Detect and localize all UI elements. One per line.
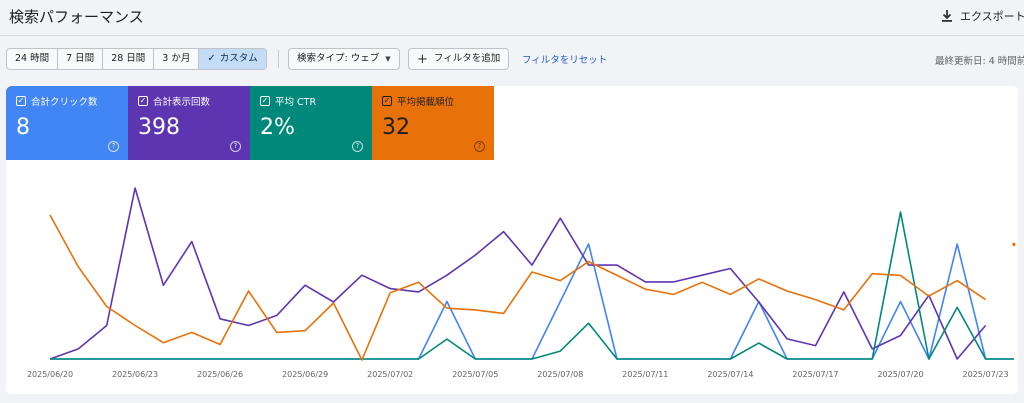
series-line-position <box>49 214 987 361</box>
metric-label: 平均 CTR <box>275 97 317 108</box>
range-custom-label: カスタム <box>219 53 258 64</box>
help-icon[interactable]: ? <box>352 141 363 152</box>
metric-label: 合計クリック数 <box>31 97 98 108</box>
search-type-label: 検索タイプ: ウェブ <box>297 53 380 64</box>
date-range-group: 24 時間 7 日間 28 日間 3 か月 ✓ カスタム <box>6 48 267 70</box>
help-icon[interactable]: ? <box>474 141 485 152</box>
page-header: 検索パフォーマンス エクスポート <box>0 0 1024 36</box>
x-axis-tick-label: 2025/07/02 <box>367 370 413 379</box>
x-axis-tick-label: 2025/06/29 <box>282 370 328 379</box>
performance-chart: 2025/06/20 2025/06/23 2025/06/26 2025/06/29… <box>27 187 1016 379</box>
range-28d-button[interactable]: 28 日間 <box>103 49 155 69</box>
x-axis-tick-label: 2025/06/26 <box>197 370 243 379</box>
metric-label: 平均掲載順位 <box>397 97 455 108</box>
x-axis-tick-label: 2025/07/20 <box>877 370 923 379</box>
checkbox-checked-icon[interactable]: ✓ <box>16 96 26 106</box>
search-type-dropdown[interactable]: 検索タイプ: ウェブ ▼ <box>288 48 400 70</box>
metric-tile-position[interactable]: ✓ 平均掲載順位 32 ? <box>372 86 494 160</box>
filter-toolbar: 24 時間 7 日間 28 日間 3 か月 ✓ カスタム 検索タイプ: ウェブ … <box>0 48 1024 72</box>
metric-label: 合計表示回数 <box>153 97 211 108</box>
reset-filters-link[interactable]: フィルタをリセット <box>522 55 608 66</box>
checkbox-checked-icon[interactable]: ✓ <box>260 96 270 106</box>
metric-tile-clicks[interactable]: ✓ 合計クリック数 8 ? <box>6 86 128 160</box>
series-line-ctr <box>50 211 1014 360</box>
metric-tile-ctr[interactable]: ✓ 平均 CTR 2% ? <box>250 86 372 160</box>
x-axis-tick-label: 2025/06/23 <box>112 370 158 379</box>
metric-value: 2% <box>260 115 295 140</box>
metric-value: 398 <box>138 115 180 140</box>
export-label: エクスポート <box>960 10 1024 23</box>
x-axis-tick-label: 2025/06/20 <box>27 370 73 379</box>
x-axis-tick-label: 2025/07/05 <box>452 370 498 379</box>
x-axis-tick-label: 2025/07/23 <box>962 370 1008 379</box>
checkbox-checked-icon[interactable]: ✓ <box>138 96 148 106</box>
series-point-average-position <box>1012 242 1016 246</box>
help-icon[interactable]: ? <box>108 141 119 152</box>
help-icon[interactable]: ? <box>230 141 241 152</box>
x-axis-tick-label: 2025/07/08 <box>537 370 583 379</box>
add-filter-button[interactable]: + フィルタを追加 <box>408 48 510 70</box>
plus-icon: + <box>417 51 428 67</box>
metric-tile-impressions[interactable]: ✓ 合計表示回数 398 ? <box>128 86 250 160</box>
download-icon <box>942 10 952 22</box>
checkbox-checked-icon[interactable]: ✓ <box>382 96 392 106</box>
page-title: 検索パフォーマンス <box>9 8 144 26</box>
metric-value: 8 <box>16 115 30 140</box>
series-line-impressions <box>49 187 987 360</box>
performance-card: 2025/06/20 2025/06/23 2025/06/26 2025/06/29… <box>6 86 1018 394</box>
range-custom-button[interactable]: ✓ カスタム <box>199 49 266 69</box>
x-axis-tick-label: 2025/07/14 <box>707 370 753 379</box>
dropdown-caret-icon: ▼ <box>385 55 391 63</box>
x-axis-tick-label: 2025/07/17 <box>792 370 838 379</box>
range-24h-button[interactable]: 24 時間 <box>7 49 59 69</box>
check-icon: ✓ <box>207 53 216 64</box>
range-7d-button[interactable]: 7 日間 <box>58 49 104 69</box>
add-filter-label: フィルタを追加 <box>433 53 501 64</box>
toolbar-divider <box>278 50 279 68</box>
metric-value: 32 <box>382 115 410 140</box>
range-3m-button[interactable]: 3 か月 <box>154 49 200 69</box>
last-updated-text: 最終更新日: 4 時間前 <box>935 56 1024 67</box>
x-axis-tick-label: 2025/07/11 <box>622 370 668 379</box>
export-button[interactable]: エクスポート <box>940 8 1024 24</box>
